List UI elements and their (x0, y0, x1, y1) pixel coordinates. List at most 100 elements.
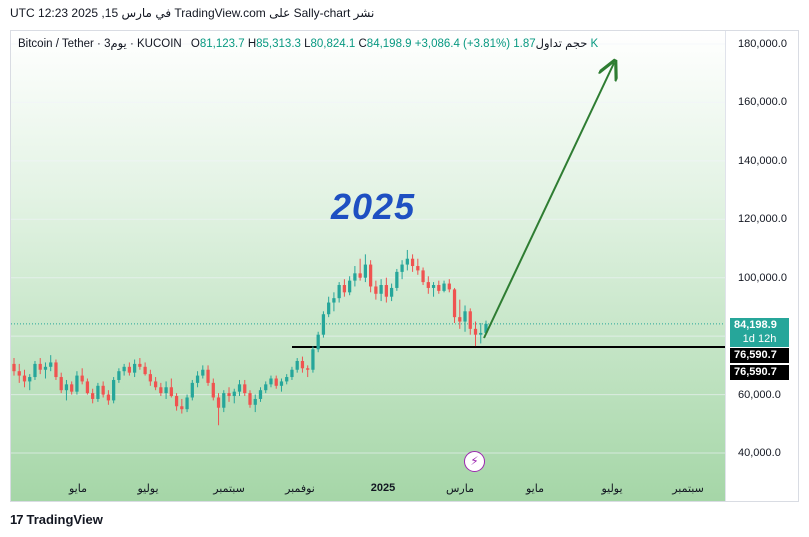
lightning-event-icon[interactable]: ⚡ (464, 451, 485, 472)
price-axis-tick: 100,000.0 (738, 271, 787, 284)
candle-body (306, 368, 310, 370)
candle-body (300, 360, 305, 369)
candle-body (153, 381, 158, 388)
candle-body (442, 283, 446, 291)
legend-change-value: +3,086.4 (+3.81%) (414, 38, 511, 50)
legend-volume-value: 1.87 K (513, 38, 599, 50)
candle-body (17, 371, 21, 376)
candle-body (227, 393, 231, 397)
year-annotation-text[interactable]: 2025 (331, 186, 416, 227)
candle-body (316, 334, 320, 350)
candle-body (180, 406, 184, 410)
candle-body (458, 317, 462, 322)
last-price-tag: 84,198.9 (730, 318, 789, 333)
candle-body (384, 285, 388, 297)
price-axis-tick: 140,000.0 (738, 154, 787, 167)
candle-body (264, 384, 268, 391)
chart-background-gradient (11, 31, 725, 501)
candle-body (389, 287, 394, 297)
candle-body (164, 387, 168, 394)
candle-body (332, 298, 336, 303)
candle-body (159, 387, 163, 394)
time-axis-tick: سبتمبر (213, 483, 245, 495)
candle-body (96, 385, 100, 399)
candle-body (64, 384, 69, 391)
time-axis-tick: مارس (446, 483, 474, 495)
candle-body (379, 285, 383, 294)
candle-body (49, 362, 53, 367)
publication-info: نشر Sally-chart على TradingView.com في م… (10, 6, 375, 20)
candle-body (33, 363, 37, 378)
candle-body (348, 280, 352, 293)
legend-low-value: 80,824.1 (310, 38, 356, 50)
candle-body (353, 273, 357, 281)
candle-body (479, 332, 483, 335)
candlestick-series (12, 249, 488, 426)
candle-body (416, 266, 420, 271)
candle-body (54, 362, 58, 378)
candle-body (279, 381, 284, 386)
candle-body (452, 289, 457, 318)
candle-body (290, 369, 294, 378)
candle-body (216, 397, 221, 408)
legend-close-label: C (358, 38, 367, 50)
price-axis[interactable]: 180,000.0 160,000.0 140,000.0 120,000.0 100,… (725, 31, 798, 501)
candle-body (38, 363, 42, 370)
chart-plot-area[interactable] (11, 31, 725, 501)
time-axis-tick: 2025 (370, 482, 396, 494)
candle-body (447, 283, 451, 290)
legend-volume-label: حجم تداول (535, 38, 588, 50)
price-axis-tick: 180,000.0 (738, 38, 787, 50)
candle-body (232, 391, 236, 397)
candle-body (211, 382, 215, 398)
candle-body (374, 286, 378, 294)
tradingview-logo-mark-icon: 17 (10, 512, 24, 527)
candle-body (269, 378, 273, 385)
candle-body (321, 314, 326, 335)
candle-body (243, 384, 247, 394)
candle-body (410, 258, 415, 267)
candle-body (473, 328, 478, 335)
candle-body (138, 363, 142, 367)
candle-body (117, 371, 121, 380)
legend-symbol[interactable]: Bitcoin / Tether · 3يوم · KUCOIN (18, 38, 182, 50)
time-axis-tick: مايو (526, 483, 544, 495)
candle-body (222, 393, 226, 408)
candle-body (190, 382, 194, 398)
candle-body (484, 323, 488, 333)
candle-body (405, 258, 409, 265)
candle-body (169, 387, 173, 397)
candle-body (70, 384, 74, 392)
legend-open-value: 81,123.7 (199, 38, 245, 50)
candle-body (421, 270, 425, 283)
candle-body (112, 379, 116, 401)
candle-body (122, 366, 126, 372)
candle-body (106, 394, 111, 401)
candle-body (431, 285, 436, 288)
candle-body (368, 264, 373, 287)
candle-body (85, 381, 90, 394)
candle-body (28, 377, 32, 382)
candle-body (363, 264, 368, 278)
candle-body (185, 397, 189, 410)
time-axis-tick: يوليو (137, 483, 159, 495)
candle-body (201, 369, 205, 376)
legend-close-value: 84,198.9 (366, 38, 412, 50)
candle-body (426, 282, 430, 288)
price-axis-tick: 40,000.0 (738, 447, 781, 459)
candle-body (206, 369, 210, 383)
candle-body (101, 385, 105, 395)
candle-body (80, 375, 84, 382)
tradingview-logo[interactable]: 17 TradingView (10, 512, 103, 527)
projection-trend-arrow[interactable] (483, 63, 614, 339)
time-axis-tick: مايو (69, 483, 87, 495)
candle-body (91, 393, 95, 399)
legend-open-label: O (190, 38, 200, 50)
candle-body (127, 366, 132, 373)
candle-body (358, 273, 362, 278)
candle-body (437, 285, 441, 291)
candle-body (174, 396, 179, 407)
candle-body (274, 378, 278, 386)
candle-body (400, 264, 404, 272)
candle-body (75, 375, 79, 392)
